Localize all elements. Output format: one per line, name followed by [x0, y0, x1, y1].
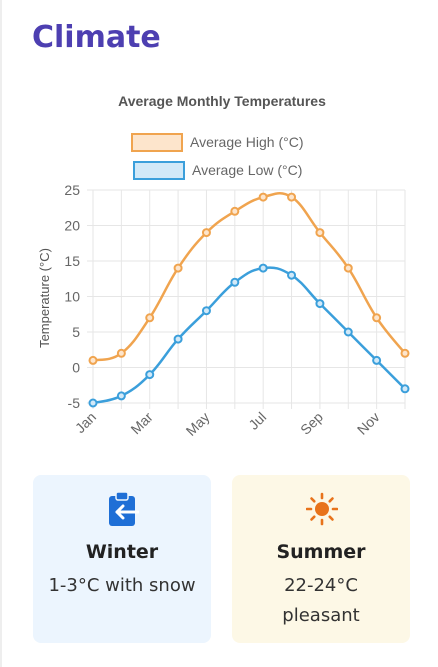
- data-point-low[interactable]: [116, 391, 126, 401]
- data-point-low[interactable]: [258, 263, 268, 273]
- y-axis-title: Temperature (°C): [37, 248, 52, 348]
- summer-title: Summer: [276, 541, 366, 563]
- data-point-high[interactable]: [372, 313, 382, 323]
- clipboard-arrow-icon: [109, 491, 139, 526]
- x-tick-label: May: [183, 409, 213, 439]
- data-point-low[interactable]: [201, 306, 211, 316]
- x-tick-label: Sep: [297, 409, 326, 438]
- left-border: [0, 0, 2, 667]
- data-point-low[interactable]: [287, 270, 297, 280]
- data-point-high[interactable]: [400, 348, 410, 358]
- data-point-high[interactable]: [145, 313, 155, 323]
- data-point-low[interactable]: [88, 398, 98, 408]
- x-tick-label: Nov: [354, 409, 383, 438]
- data-point-high[interactable]: [315, 228, 325, 238]
- winter-description: 1-3°C with snow: [48, 575, 196, 596]
- sun-icon: [306, 492, 338, 526]
- chart-grid: [87, 189, 406, 409]
- summer-card: Summer 22-24°C pleasant: [232, 475, 410, 643]
- data-point-low[interactable]: [343, 327, 353, 337]
- y-tick-label: 15: [64, 253, 80, 269]
- data-point-low[interactable]: [230, 277, 240, 287]
- page-title: Climate: [32, 20, 161, 55]
- chart-series: [88, 191, 410, 408]
- data-point-high[interactable]: [230, 206, 240, 216]
- winter-title: Winter: [85, 541, 159, 563]
- data-point-high[interactable]: [258, 192, 268, 202]
- data-point-high[interactable]: [88, 355, 98, 365]
- data-point-high[interactable]: [201, 228, 211, 238]
- legend-item-low[interactable]: Average Low (°C): [133, 161, 302, 180]
- chart-legend: Average High (°C) Average Low (°C): [131, 133, 304, 180]
- legend-swatch-low: [133, 161, 185, 180]
- y-tick-label: 20: [64, 218, 80, 234]
- temperature-line-chart: Average Monthly Temperatures Average Hig…: [37, 93, 410, 439]
- data-point-high[interactable]: [287, 192, 297, 202]
- data-point-high[interactable]: [343, 263, 353, 273]
- chart-title: Average Monthly Temperatures: [118, 93, 326, 109]
- x-axis-ticks: Jan Mar May Jul Sep Nov: [72, 409, 383, 439]
- legend-item-high[interactable]: Average High (°C): [131, 133, 304, 152]
- winter-card: Winter 1-3°C with snow: [33, 475, 211, 643]
- legend-label-high: Average High (°C): [190, 134, 304, 150]
- series-line-high: [92, 191, 406, 362]
- y-tick-label: -5: [68, 395, 81, 411]
- y-tick-label: 10: [64, 289, 80, 305]
- data-point-low[interactable]: [400, 384, 410, 394]
- legend-label-low: Average Low (°C): [192, 162, 302, 178]
- data-point-low[interactable]: [173, 334, 183, 344]
- data-point-low[interactable]: [315, 299, 325, 309]
- y-tick-label: 0: [72, 360, 80, 376]
- y-axis-ticks: -5 0 5 10 15 20 25: [64, 182, 80, 411]
- x-tick-label: Mar: [127, 409, 156, 438]
- series-line-low: [92, 266, 406, 405]
- x-tick-label: Jan: [72, 409, 99, 436]
- summer-description: 22-24°C pleasant: [282, 575, 360, 626]
- y-tick-label: 5: [72, 324, 80, 340]
- data-point-high[interactable]: [116, 348, 126, 358]
- data-point-low[interactable]: [145, 370, 155, 380]
- y-tick-label: 25: [64, 182, 80, 198]
- x-tick-label: Jul: [245, 409, 269, 433]
- data-point-high[interactable]: [173, 263, 183, 273]
- legend-swatch-high: [131, 133, 183, 152]
- data-point-low[interactable]: [372, 355, 382, 365]
